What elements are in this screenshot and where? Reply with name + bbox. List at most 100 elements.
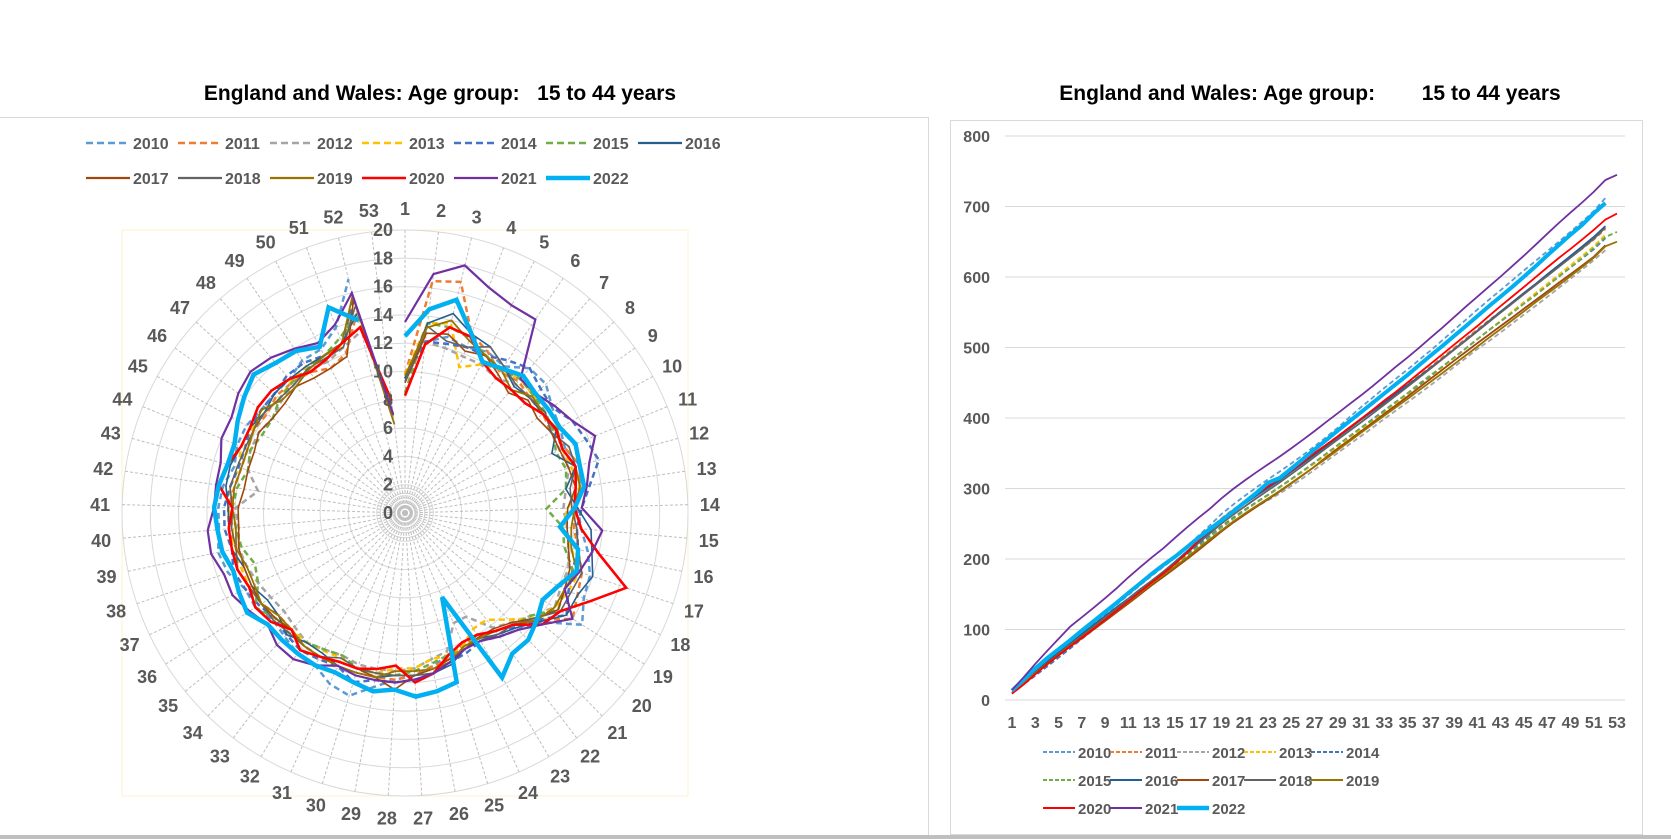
radar-spoke-labels: 1 2 34567891011121314151617181920212223242… xyxy=(90,199,720,829)
line-legend-item-2018: 2018 xyxy=(1244,773,1312,790)
radar-legend-item-2015: 2015 xyxy=(546,136,629,153)
radar-spoke-label: 5 xyxy=(539,233,549,253)
radar-tick-label: 0 xyxy=(383,503,393,523)
line-x-tick-label: 45 xyxy=(1515,715,1533,732)
cumulative-chart-frame xyxy=(950,120,1643,835)
radar-spoke xyxy=(290,512,406,773)
radar-spoke xyxy=(404,470,685,514)
radar-spoke-label: 18 xyxy=(670,635,690,655)
radar-spoke xyxy=(136,512,406,605)
radar-spoke-label: 51 xyxy=(289,218,309,238)
line-legend-label: 2019 xyxy=(1346,773,1379,790)
radar-tick-label: 18 xyxy=(373,248,393,268)
line-y-tick-label: 700 xyxy=(963,200,990,217)
radar-spoke xyxy=(404,237,472,514)
radar-spoke-label: 23 xyxy=(550,767,570,787)
radar-spoke xyxy=(404,321,615,514)
line-x-tick-label: 29 xyxy=(1329,715,1347,732)
radar-legend-label: 2011 xyxy=(225,136,260,153)
radar-grid-circle xyxy=(389,497,421,529)
line-x-tick-label: 1 xyxy=(1008,715,1017,732)
radar-spoke xyxy=(195,321,406,514)
radar-spoke xyxy=(404,512,603,717)
radar-spoke-label: 42 xyxy=(93,459,113,479)
left-title-line-1: England and Wales: Age group: 15 to 44 y… xyxy=(203,82,677,105)
line-x-tick-label: 47 xyxy=(1538,715,1556,732)
line-x-tick-label: 27 xyxy=(1306,715,1324,732)
radar-spoke-label: 27 xyxy=(413,809,433,829)
radar-legend-label: 2017 xyxy=(133,171,169,188)
radar-spoke xyxy=(404,512,626,692)
line-legend-label: 2013 xyxy=(1279,745,1312,762)
line-y-tick-label: 200 xyxy=(963,552,990,569)
radar-spoke xyxy=(156,375,406,514)
line-legend-label: 2010 xyxy=(1078,745,1111,762)
radar-spoke-label: 25 xyxy=(484,796,504,816)
radar-spoke xyxy=(404,231,439,514)
radar-ticks: 0 2 4 6 8 10 12 14 16 18 20 xyxy=(373,220,393,523)
radar-spoke xyxy=(404,512,489,784)
line-series-2020 xyxy=(1011,212,1618,695)
radar-spoke xyxy=(404,247,505,514)
radar-legend-label: 2020 xyxy=(409,171,445,188)
radar-spoke xyxy=(125,470,406,514)
radar-spoke-label: 34 xyxy=(183,723,203,743)
radar-tick-label: 10 xyxy=(373,362,393,382)
radar-spoke-label: 39 xyxy=(96,567,116,587)
radar-spoke xyxy=(404,298,591,514)
line-legend-label: 2021 xyxy=(1145,801,1178,818)
radar-spoke-label: 6 xyxy=(570,251,580,271)
radar-spoke-label: 49 xyxy=(225,251,245,271)
radar-legend-item-2010: 2010 xyxy=(86,136,169,153)
radar-grid-circle xyxy=(379,487,431,539)
radar-spoke xyxy=(371,231,406,514)
radar-spoke-label: 46 xyxy=(147,326,167,346)
line-x-tick-label: 15 xyxy=(1166,715,1184,732)
radar-legend-item-2013: 2013 xyxy=(362,136,445,153)
line-y-tick-label: 500 xyxy=(963,341,990,358)
radar-spoke xyxy=(305,247,406,514)
radar-grid-circle xyxy=(291,399,519,627)
line-x-tick-label: 53 xyxy=(1608,715,1626,732)
line-legend-item-2022: 2022 xyxy=(1177,801,1245,818)
radar-legend-item-2012: 2012 xyxy=(270,136,353,153)
radar-spoke-label: 31 xyxy=(272,783,292,803)
radar-legend-label: 2015 xyxy=(593,136,629,153)
radar-legend-label: 2018 xyxy=(225,171,261,188)
line-legend-item-2019: 2019 xyxy=(1311,773,1379,790)
line-legend-label: 2022 xyxy=(1212,801,1245,818)
line-x-tick-label: 51 xyxy=(1585,715,1603,732)
line-series-2022 xyxy=(1010,201,1607,693)
radar-spoke-label: 38 xyxy=(106,602,126,622)
line-legend-label: 2018 xyxy=(1279,773,1312,790)
radar-spoke xyxy=(404,260,535,514)
line-series-2015 xyxy=(1011,231,1618,695)
radar-legend-label: 2016 xyxy=(685,136,721,153)
radar-spoke xyxy=(149,512,406,636)
line-x-tick-label: 7 xyxy=(1077,715,1086,732)
radar-spoke xyxy=(404,512,456,792)
right-title-line-1: England and Wales: Age group: 15 to 44 y… xyxy=(1059,82,1561,105)
line-y-tick-label: 400 xyxy=(963,411,990,428)
line-x-tick-label: 13 xyxy=(1143,715,1161,732)
radar-spoke xyxy=(404,347,636,514)
line-y-ticks: 0 100 200 300 400 500 600 700 800 xyxy=(963,129,990,710)
radar-legend-label: 2012 xyxy=(317,136,353,153)
radar-legend-item-2018: 2018 xyxy=(178,171,261,188)
radar-spoke-label: 10 xyxy=(662,357,682,377)
line-legend-item-2015: 2015 xyxy=(1043,773,1111,790)
radar-spoke-label: 33 xyxy=(210,746,230,766)
radar-spoke-label: 41 xyxy=(90,495,110,515)
radar-spoke-label: 52 xyxy=(323,208,343,228)
radar-legend-label: 2021 xyxy=(501,171,537,188)
radar-spoke-label: 17 xyxy=(684,602,704,622)
line-y-tick-label: 600 xyxy=(963,270,990,287)
radar-spoke xyxy=(219,298,406,514)
radar-series xyxy=(206,264,629,699)
radar-spoke xyxy=(127,512,406,572)
radar-spoke-label: 21 xyxy=(607,723,627,743)
line-series-2019 xyxy=(1011,240,1618,694)
line-series-2021 xyxy=(1011,173,1618,691)
radar-legend-label: 2019 xyxy=(317,171,353,188)
